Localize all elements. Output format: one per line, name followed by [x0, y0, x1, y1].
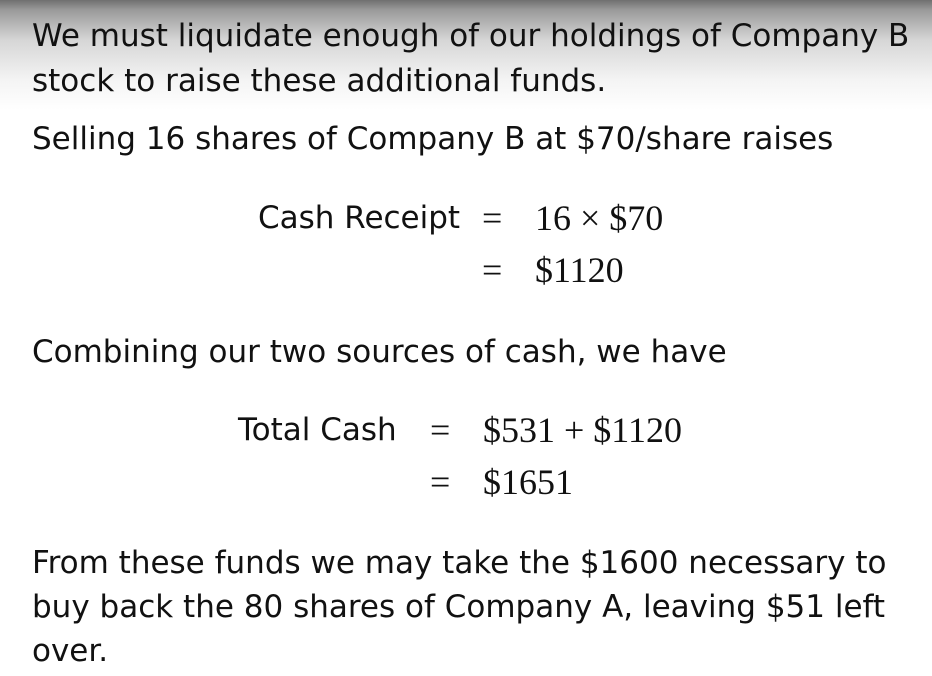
equation-2-lhs: Total Cash	[238, 412, 397, 448]
equation-1-equals-2: =	[482, 250, 503, 290]
equation-1-rhs-1: 16 × $70	[535, 198, 664, 238]
top-shade	[0, 0, 932, 110]
equation-2-rhs-2: $1651	[483, 462, 573, 502]
equation-2-equals-2: =	[430, 462, 451, 502]
paragraph-conclusion: From these funds we may take the $1600 n…	[32, 545, 887, 669]
equation-1-lhs: Cash Receipt	[258, 200, 461, 236]
equation-2-equals-1: =	[430, 410, 451, 450]
equation-1-equals-1: =	[482, 198, 503, 238]
paragraph-combining: Combining our two sources of cash, we ha…	[32, 334, 727, 370]
equation-2-rhs-1: $531 + $1120	[483, 410, 682, 450]
equation-1-rhs-2: $1120	[535, 250, 624, 290]
paragraph-liquidate: We must liquidate enough of our holdings…	[32, 18, 910, 99]
paragraph-selling: Selling 16 shares of Company B at $70/sh…	[32, 121, 834, 157]
